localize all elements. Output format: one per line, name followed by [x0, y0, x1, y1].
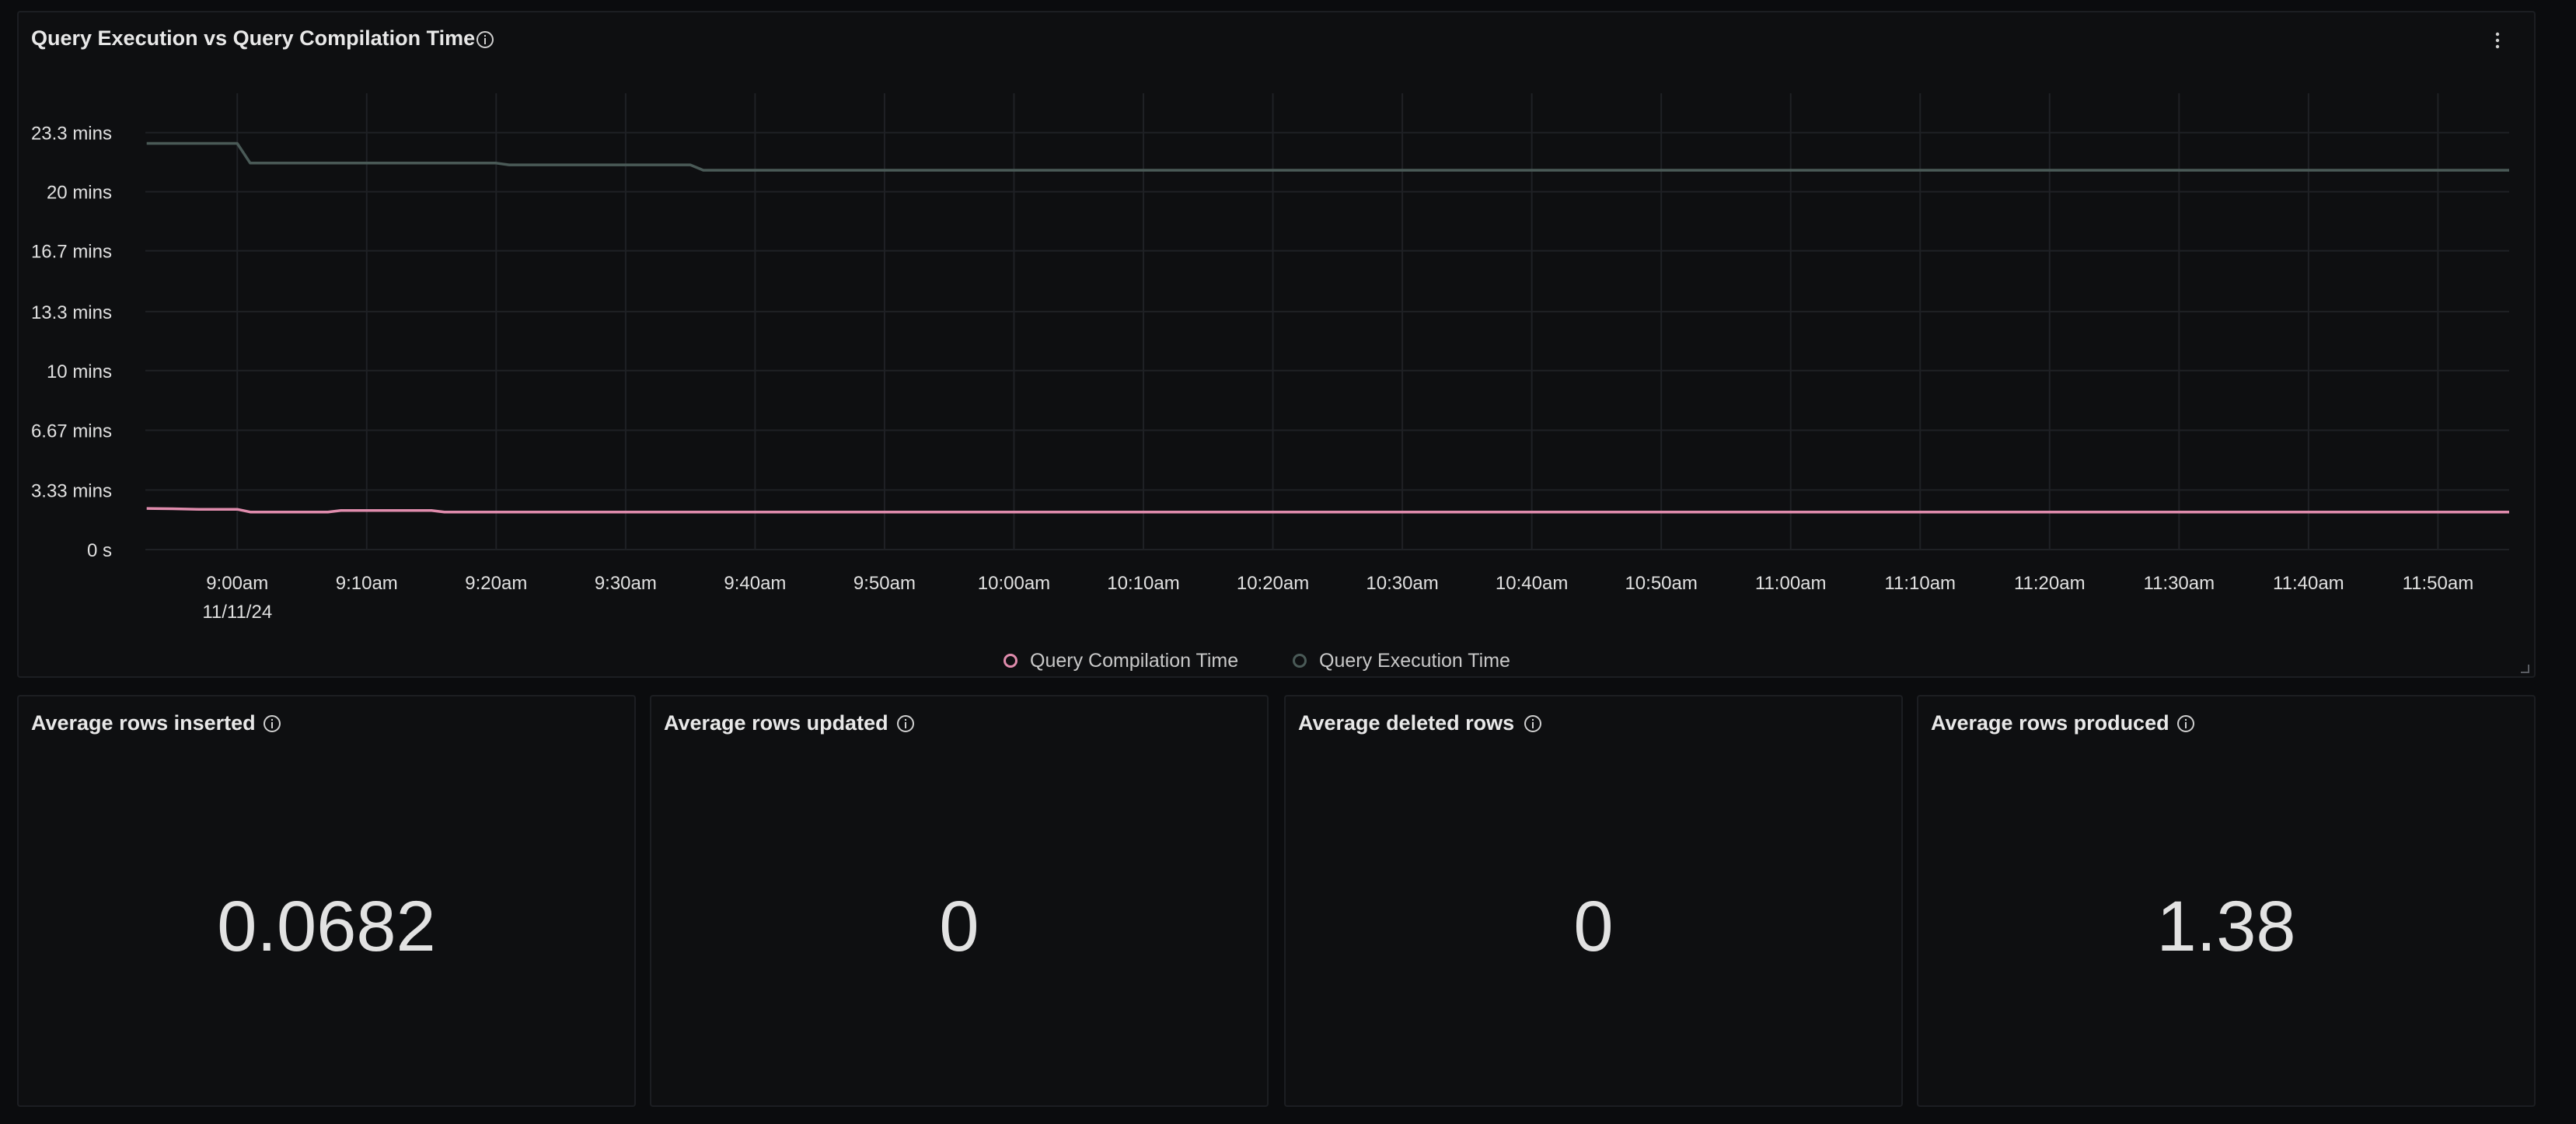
stat-value: 0 — [1573, 887, 1614, 966]
stat-panel-updated: 0 — [650, 695, 1269, 1107]
stat-panel-deleted: 0 — [1284, 695, 1903, 1107]
info-icon[interactable] — [476, 30, 494, 49]
info-icon[interactable] — [2176, 714, 2195, 733]
x-tick-label: 9:40am — [724, 573, 786, 594]
x-tick-label: 11:10am — [1884, 573, 1956, 594]
legend-label: Query Compilation Time — [1030, 649, 1239, 672]
x-axis: 9:00am 9:10am 9:20am 9:30am 9:40am 9:50am 10:0… — [202, 573, 2473, 623]
chart-panel — [17, 11, 2536, 678]
resize-handle-icon[interactable] — [2518, 662, 2529, 673]
x-tick-label: 11:50am — [2403, 573, 2474, 594]
x-date-label: 11/11/24 — [202, 602, 272, 623]
y-axis: 0 s 3.33 mins 6.67 mins 10 mins 13.3 mins 16.… — [31, 124, 112, 561]
legend-swatch-execution — [1293, 654, 1307, 668]
y-tick-label: 20 mins — [47, 183, 112, 204]
legend-swatch-compilation — [1004, 654, 1017, 668]
legend-label: Query Execution Time — [1319, 649, 1510, 672]
stat-panel-produced: 1.38 — [1917, 695, 2536, 1107]
stat-value: 1.38 — [2156, 887, 2296, 966]
x-tick-label: 9:30am — [595, 573, 657, 594]
stat-title: Average rows produced — [1931, 711, 2169, 735]
y-tick-label: 16.7 mins — [31, 242, 112, 263]
chart-series — [146, 141, 2509, 514]
stat-title: Average deleted rows — [1298, 711, 1515, 735]
legend-item-compilation[interactable]: Query Compilation Time — [1004, 644, 1238, 678]
chart-grid — [145, 93, 2509, 550]
y-tick-label: 10 mins — [47, 361, 112, 382]
y-tick-label: 0 s — [87, 540, 112, 561]
x-tick-label: 10:40am — [1496, 573, 1568, 594]
x-tick-label: 9:20am — [465, 573, 527, 594]
series-line-compilation — [146, 507, 2509, 514]
y-tick-label: 6.67 mins — [31, 421, 112, 442]
x-tick-label: 11:20am — [2014, 573, 2086, 594]
stat-title: Average rows updated — [664, 711, 888, 735]
stat-panel-inserted: 0.0682 — [17, 695, 636, 1107]
info-icon[interactable] — [263, 714, 281, 733]
x-tick-label: 10:10am — [1107, 573, 1179, 594]
x-tick-label: 9:10am — [336, 573, 398, 594]
y-tick-label: 3.33 mins — [31, 480, 112, 501]
y-tick-label: 23.3 mins — [31, 124, 112, 145]
stat-title: Average rows inserted — [31, 711, 256, 735]
x-tick-label: 10:50am — [1625, 573, 1697, 594]
stat-value: 0.0682 — [217, 887, 436, 966]
panel-menu-icon[interactable] — [2490, 28, 2505, 53]
x-tick-label: 11:00am — [1755, 573, 1827, 594]
line-chart: 0 s 3.33 mins 6.67 mins 10 mins 13.3 mins 16.… — [31, 93, 2509, 623]
series-line-execution — [146, 141, 2509, 172]
stat-value: 0 — [939, 887, 979, 966]
y-tick-label: 13.3 mins — [31, 302, 112, 323]
x-tick-label: 9:00am — [206, 573, 268, 594]
x-tick-label: 11:30am — [2144, 573, 2215, 594]
chart-legend: Query Compilation Time Query Execution T… — [0, 644, 2576, 678]
x-tick-label: 10:20am — [1237, 573, 1309, 594]
info-icon[interactable] — [896, 714, 915, 733]
info-icon[interactable] — [1524, 714, 1542, 733]
chart-title: Query Execution vs Query Compilation Tim… — [31, 26, 476, 50]
x-tick-label: 10:00am — [978, 573, 1050, 594]
legend-item-execution[interactable]: Query Execution Time — [1293, 644, 1510, 678]
x-tick-label: 11:40am — [2273, 573, 2344, 594]
x-tick-label: 9:50am — [853, 573, 916, 594]
x-tick-label: 10:30am — [1366, 573, 1438, 594]
